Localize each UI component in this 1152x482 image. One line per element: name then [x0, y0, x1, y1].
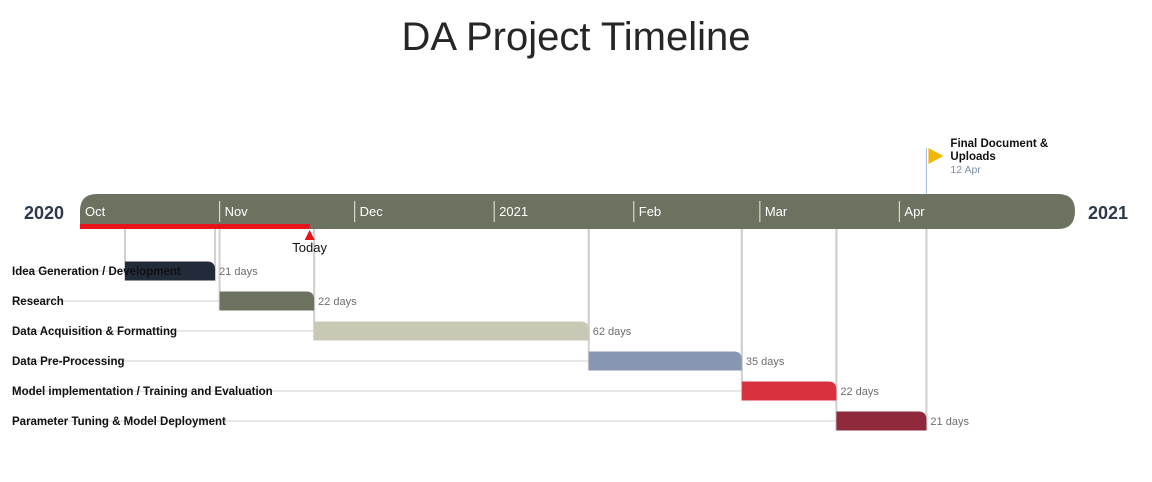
today-label: Today [292, 240, 327, 255]
month-label: Dec [360, 204, 384, 219]
task-duration: 22 days [318, 296, 357, 308]
task-duration: 35 days [746, 356, 785, 368]
task-bar [836, 411, 927, 431]
connector-lines [124, 229, 928, 431]
milestone-title: Final Document & [950, 138, 1048, 150]
month-label: Feb [639, 204, 661, 219]
year-end-label: 2021 [1088, 203, 1128, 223]
today-progress-bar [80, 224, 310, 229]
timeline-band-shape [80, 194, 1075, 229]
task-name: Model implementation / Training and Eval… [12, 386, 273, 398]
task-duration: 62 days [593, 326, 632, 338]
month-label: Mar [765, 204, 788, 219]
month-label: Oct [85, 204, 106, 219]
month-label: Nov [225, 204, 249, 219]
today-triangle [304, 230, 315, 240]
today-marker: Today [80, 224, 327, 255]
task-bar [588, 351, 742, 371]
month-label: Apr [904, 204, 925, 219]
year-start-label: 2020 [24, 203, 64, 223]
task-duration: 21 days [930, 416, 969, 428]
task-bar [741, 381, 837, 401]
task-name: Data Acquisition & Formatting [12, 326, 177, 338]
task-bar [125, 261, 216, 281]
milestone-title: Uploads [950, 151, 995, 163]
task-bar [314, 321, 589, 341]
month-labels: Oct Nov Dec 2021 Feb Mar Apr [85, 201, 925, 222]
task-rows: Idea Generation / Development 21 days Rese… [12, 261, 969, 431]
month-label: 2021 [499, 204, 528, 219]
timeline-band [80, 194, 1075, 229]
chart-title: DA Project Timeline [401, 15, 750, 59]
milestone-date: 12 Apr [950, 164, 981, 176]
task-name: Research [12, 296, 64, 308]
task-duration: 21 days [219, 266, 258, 278]
task-duration: 22 days [840, 386, 879, 398]
task-name: Parameter Tuning & Model Deployment [12, 416, 226, 428]
task-name: Idea Generation / Development [12, 266, 181, 278]
milestone-flag-icon [928, 148, 944, 164]
task-name: Data Pre-Processing [12, 356, 125, 368]
task-bar [219, 291, 315, 311]
